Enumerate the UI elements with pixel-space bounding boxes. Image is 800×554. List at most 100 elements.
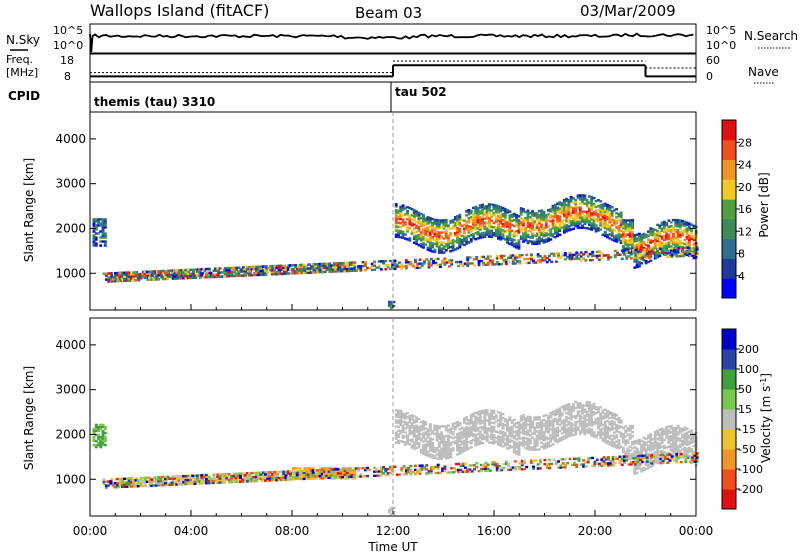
power-echo-cell-1248 — [551, 207, 555, 210]
velocity-echo-cell-538 — [390, 508, 394, 512]
velocity-echo-cell-1668 — [610, 426, 614, 429]
power-echo-cell-1830 — [660, 245, 664, 249]
velocity-echo-cell-94 — [139, 482, 143, 486]
velocity-echo-cell-1942 — [662, 428, 666, 432]
power-echo-cell-2518 — [568, 257, 572, 261]
power-echo-cell-2484 — [529, 253, 533, 256]
velocity-echo-cell-2043 — [683, 442, 687, 446]
power-echo-cell-1300 — [562, 229, 566, 232]
velocity-echo-cell-1702 — [617, 439, 621, 442]
power-echo-cell-1748 — [642, 232, 646, 236]
power-echo-cell-818 — [472, 233, 475, 236]
velocity-echo-cell-830 — [449, 447, 453, 451]
power-echo-cell-2388 — [443, 263, 447, 266]
velocity-echo-cell-714 — [426, 428, 430, 431]
power-echo-cell-471 — [401, 236, 405, 239]
velocity-echo-cell-42 — [103, 443, 107, 447]
power-echo-cell-332 — [298, 263, 302, 267]
power-echo-cell-2337 — [393, 261, 397, 264]
velocity-echo-cell-1224 — [526, 441, 530, 445]
power-echo-cell-2060 — [134, 273, 138, 276]
power-echo-cell-1515 — [601, 205, 605, 208]
power-echo-cell-1090 — [522, 238, 525, 241]
velocity-echo-cell-1781 — [633, 450, 637, 453]
power-echo-cell-559 — [419, 223, 423, 226]
power-echo-cell-2231 — [298, 271, 301, 275]
power-echo-cell-2442 — [495, 257, 499, 260]
velocity-echo-cell-1640 — [606, 436, 609, 439]
power-echo-cell-695 — [444, 231, 448, 234]
power-echo-cell-2572 — [623, 251, 626, 254]
velocity-echo-cell-2018 — [678, 451, 682, 454]
power-echo-cell-969 — [497, 205, 500, 208]
power-echo-cell-1383 — [576, 214, 580, 217]
velocity-echo-cell-2208 — [189, 482, 192, 486]
power-echo-cell-780 — [462, 223, 466, 226]
power-echo-cell-1856 — [665, 244, 669, 247]
power-echo-cell-274 — [260, 273, 264, 276]
velocity-echo-cell-1860 — [649, 445, 653, 448]
velocity-echo-cell-469 — [321, 475, 325, 478]
power-echo-cell-2468 — [516, 260, 520, 263]
velocity-echo-cell-1611 — [599, 412, 603, 415]
velocity-echo-cell-883 — [460, 436, 464, 440]
power-echo-cell-2441 — [495, 261, 499, 264]
power-echo-cell-1407 — [581, 212, 584, 215]
power-echo-cell-2502 — [548, 254, 551, 258]
power-echo-cell-2580 — [632, 251, 635, 254]
power-echo-cell-982 — [499, 210, 503, 213]
power-echo-cell-2446 — [498, 254, 501, 258]
power-echo-cell-1264 — [556, 232, 559, 236]
velocity-echo-cell-168 — [189, 480, 193, 484]
velocity-echo-cell-1793 — [635, 447, 639, 450]
velocity-echo-cell-2140 — [127, 481, 131, 484]
power-echo-cell-2462 — [511, 258, 515, 261]
power-echo-cell-1571 — [612, 237, 616, 240]
power-echo-cell-2209 — [277, 264, 281, 268]
velocity-echo-cell-1427 — [565, 430, 569, 433]
power-echo-cell-2635 — [682, 246, 685, 250]
velocity-echo-cell-1863 — [649, 439, 653, 442]
velocity-echo-cell-1470 — [572, 409, 575, 412]
power-echo-cell-1658 — [628, 239, 632, 242]
velocity-echo-cell-1641 — [606, 434, 609, 437]
power-echo-cell-1600 — [619, 239, 623, 243]
power-echo-cell-29 — [99, 240, 103, 243]
power-echo-cell-2098 — [166, 269, 170, 273]
velocity-echo-cell-1888 — [653, 434, 657, 438]
velocity-echo-cell-1675 — [612, 445, 616, 448]
velocity-echo-cell-2195 — [177, 481, 181, 484]
power-echo-cell-716 — [449, 227, 453, 231]
velocity-echo-cell-1580 — [592, 402, 596, 406]
power-echo-cell-350 — [312, 269, 316, 272]
power-echo-cell-2596 — [645, 252, 649, 255]
velocity-echo-cell-1873 — [651, 446, 655, 449]
power-echo-cell-544 — [417, 225, 421, 229]
power-echo-cell-1727 — [640, 258, 644, 261]
power-echo-cell-385 — [332, 268, 336, 271]
velocity-echo-cell-884 — [460, 434, 464, 438]
power-echo-cell-740 — [456, 239, 459, 242]
power-echo-cell-2041 — [123, 279, 126, 282]
velocity-echo-cell-1120 — [506, 427, 509, 430]
power-echo-cell-1780 — [649, 227, 653, 230]
velocity-echo-cell-438 — [303, 467, 307, 470]
velocity-echo-cell-217 — [221, 479, 225, 482]
power-echo-cell-2536 — [582, 257, 585, 260]
velocity-echo-cell-1661 — [608, 411, 612, 414]
power-echo-cell-581 — [424, 231, 428, 234]
power-echo-cell-779 — [462, 227, 466, 230]
power-echo-cell-2046 — [125, 271, 129, 274]
power-echo-cell-580 — [424, 233, 428, 236]
velocity-echo-cell-1257 — [533, 446, 537, 449]
power-echo-cell-961 — [497, 225, 500, 228]
velocity-echo-cell-324 — [289, 476, 293, 479]
power-echo-cell-1535 — [606, 226, 609, 229]
power-echo-cell-51 — [103, 232, 107, 235]
power-echo-cell-2565 — [613, 249, 617, 253]
power-echo-cell-831 — [474, 225, 478, 229]
power-echo-cell-708 — [447, 226, 450, 229]
power-echo-cell-1812 — [656, 233, 659, 237]
velocity-echo-cell-1052 — [492, 438, 496, 441]
velocity-echo-cell-1029 — [487, 427, 491, 430]
